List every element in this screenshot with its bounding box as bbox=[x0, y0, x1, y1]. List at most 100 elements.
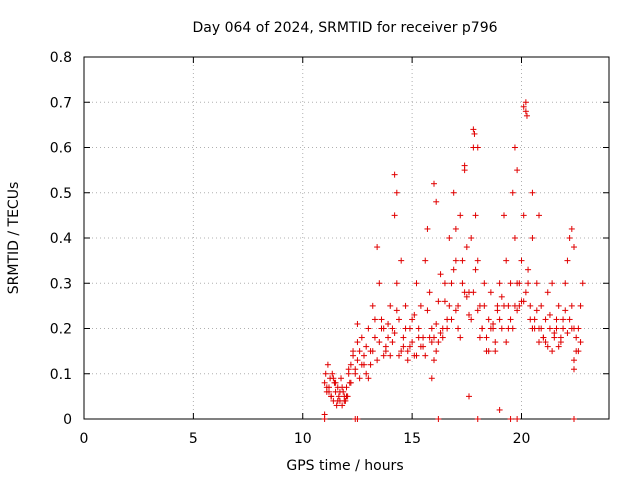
data-point bbox=[332, 379, 339, 386]
data-point bbox=[356, 375, 363, 382]
data-point bbox=[335, 393, 342, 400]
data-point bbox=[568, 225, 575, 232]
data-point bbox=[387, 352, 394, 359]
data-point bbox=[391, 330, 398, 337]
data-point bbox=[470, 126, 477, 133]
data-point bbox=[485, 316, 492, 323]
data-point bbox=[406, 343, 413, 350]
data-point bbox=[549, 348, 556, 355]
data-point bbox=[511, 302, 518, 309]
data-point bbox=[566, 235, 573, 241]
data-point bbox=[426, 334, 433, 341]
data-point bbox=[411, 311, 418, 318]
data-point bbox=[544, 343, 551, 350]
y-axis-label: SRMTID / TECUs bbox=[6, 182, 22, 295]
data-point bbox=[334, 397, 341, 404]
data-point bbox=[503, 257, 510, 264]
data-point bbox=[546, 325, 553, 332]
data-point bbox=[428, 325, 435, 332]
data-point bbox=[415, 334, 422, 341]
axis-ticks: 0 5 10 15 20 0 0.1 0.2 0.3 0.4 0.5 0.6 0.7 0.8 bbox=[50, 50, 609, 447]
data-point bbox=[568, 325, 575, 332]
data-point bbox=[330, 375, 337, 382]
data-point bbox=[431, 357, 437, 364]
data-point bbox=[433, 320, 440, 327]
data-point bbox=[538, 325, 545, 332]
data-point bbox=[409, 316, 416, 323]
data-point bbox=[571, 357, 577, 364]
data-point bbox=[324, 361, 331, 368]
data-point bbox=[474, 144, 481, 151]
data-point bbox=[481, 302, 488, 309]
data-point bbox=[452, 257, 459, 264]
data-point bbox=[461, 162, 468, 169]
data-point bbox=[341, 397, 348, 404]
data-point bbox=[363, 370, 370, 377]
data-point bbox=[347, 361, 354, 368]
data-point bbox=[472, 266, 479, 273]
data-point bbox=[389, 325, 396, 332]
data-point bbox=[514, 167, 521, 174]
data-point bbox=[527, 316, 534, 323]
data-point bbox=[529, 189, 536, 196]
data-point bbox=[424, 225, 431, 232]
data-point bbox=[498, 325, 505, 332]
data-point bbox=[347, 379, 354, 386]
data-point bbox=[474, 416, 481, 422]
data-point bbox=[575, 325, 582, 332]
data-point bbox=[404, 348, 411, 355]
data-point bbox=[452, 225, 459, 232]
data-point bbox=[577, 339, 584, 346]
data-point bbox=[385, 334, 392, 341]
data-point bbox=[471, 130, 478, 137]
y-tick-label: 0.1 bbox=[50, 367, 72, 383]
data-point bbox=[339, 384, 346, 391]
data-point bbox=[417, 343, 424, 350]
data-point bbox=[564, 257, 571, 264]
data-point bbox=[374, 357, 381, 364]
data-point bbox=[507, 416, 514, 422]
data-point bbox=[398, 257, 405, 264]
data-point bbox=[501, 212, 507, 219]
data-point bbox=[553, 316, 560, 323]
data-point bbox=[501, 302, 507, 309]
data-point bbox=[514, 416, 521, 422]
data-point bbox=[354, 416, 361, 422]
x-tick-label: 10 bbox=[294, 431, 312, 447]
data-point bbox=[428, 339, 435, 346]
data-point bbox=[472, 212, 479, 219]
data-point bbox=[422, 257, 429, 264]
data-point bbox=[371, 316, 378, 323]
chart-title: Day 064 of 2024, SRMTID for receiver p79… bbox=[192, 20, 497, 36]
y-tick-label: 0.8 bbox=[50, 50, 72, 66]
data-point bbox=[568, 302, 575, 309]
data-point bbox=[321, 379, 328, 386]
data-point bbox=[566, 316, 573, 323]
data-point bbox=[520, 212, 527, 219]
data-point bbox=[487, 325, 494, 332]
data-point bbox=[555, 343, 562, 350]
data-point bbox=[448, 280, 455, 287]
data-point bbox=[483, 334, 490, 341]
data-point bbox=[529, 325, 536, 332]
data-point bbox=[339, 402, 346, 409]
data-point bbox=[496, 316, 503, 323]
data-point bbox=[400, 334, 407, 341]
data-point bbox=[496, 406, 503, 413]
data-point bbox=[455, 325, 462, 332]
y-tick-label: 0.6 bbox=[50, 141, 72, 157]
data-point bbox=[452, 307, 459, 314]
data-point bbox=[433, 198, 440, 205]
data-point bbox=[546, 311, 553, 318]
data-point bbox=[380, 352, 387, 359]
y-tick-label: 0 bbox=[63, 412, 72, 428]
data-point bbox=[417, 302, 424, 309]
data-point bbox=[322, 370, 329, 377]
data-point bbox=[549, 280, 556, 287]
data-point bbox=[343, 393, 350, 400]
data-point bbox=[450, 266, 457, 273]
data-point bbox=[441, 280, 448, 287]
data-point bbox=[367, 361, 374, 368]
data-point bbox=[363, 343, 370, 350]
x-axis-label: GPS time / hours bbox=[286, 458, 403, 474]
